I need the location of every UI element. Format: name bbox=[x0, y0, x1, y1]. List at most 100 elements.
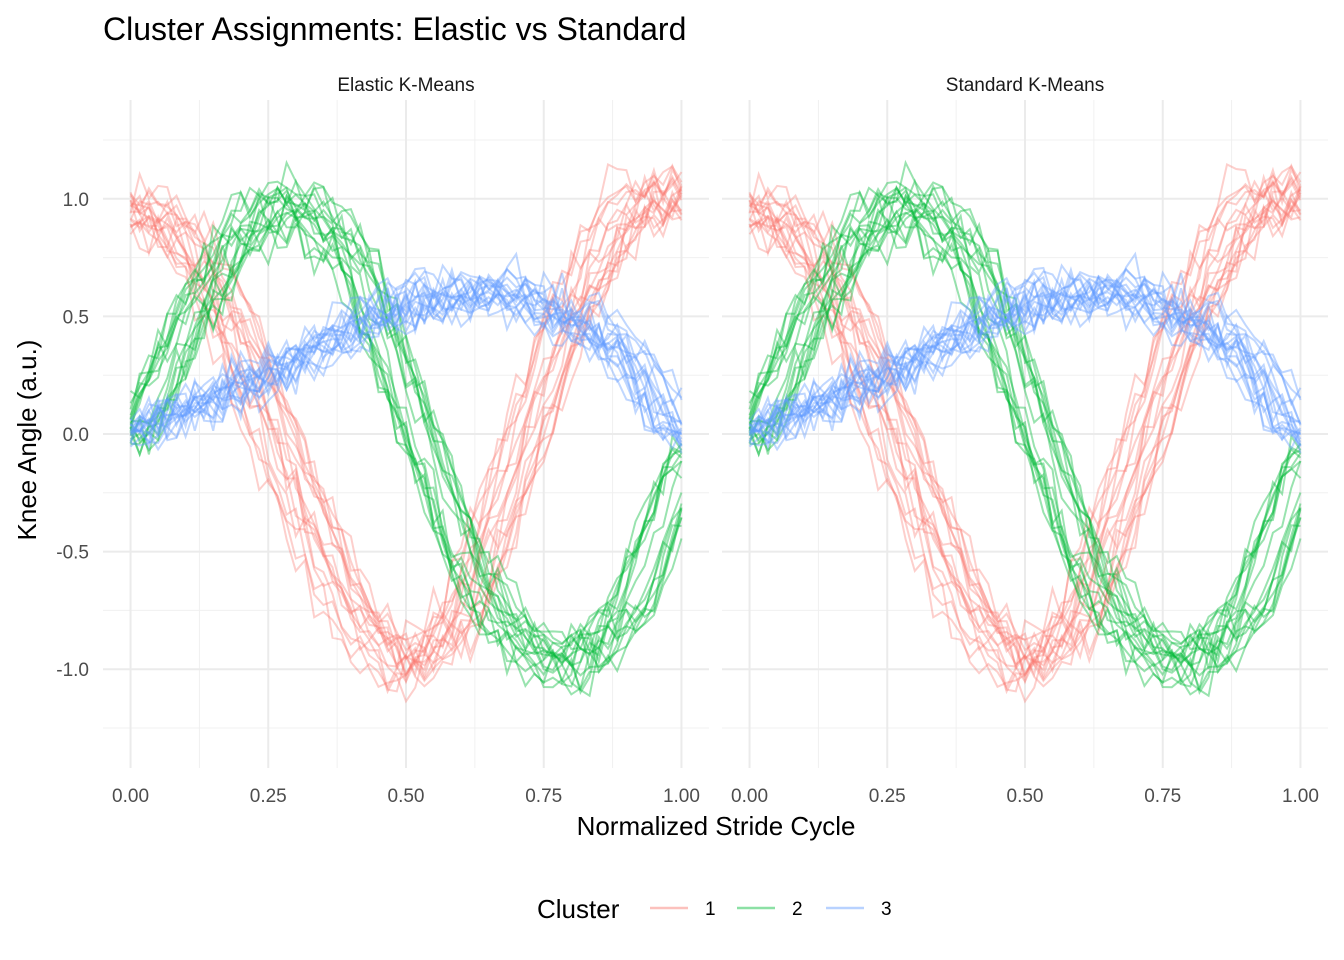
series-line-cluster-2 bbox=[748, 185, 1301, 698]
series-line-cluster-1 bbox=[129, 186, 683, 668]
series-line-cluster-1 bbox=[748, 197, 1302, 652]
series-line-cluster-3 bbox=[748, 251, 1302, 445]
series-line-cluster-3 bbox=[749, 266, 1302, 454]
series-line-cluster-1 bbox=[748, 189, 1301, 684]
series-line-cluster-3 bbox=[130, 267, 682, 442]
series-line-cluster-2 bbox=[748, 209, 1302, 655]
series-line-cluster-2 bbox=[129, 185, 682, 698]
series-line-cluster-3 bbox=[749, 291, 1302, 447]
series-line-cluster-1 bbox=[748, 180, 1302, 683]
series-line-cluster-1 bbox=[748, 176, 1302, 689]
series-line-cluster-2 bbox=[749, 208, 1302, 657]
series-line-cluster-2 bbox=[130, 178, 683, 677]
series-line-cluster-1 bbox=[130, 163, 683, 693]
series-line-cluster-3 bbox=[749, 274, 1302, 440]
series-line-cluster-2 bbox=[749, 178, 1302, 677]
legend-label: 2 bbox=[792, 899, 803, 920]
series-line-cluster-1 bbox=[129, 166, 683, 704]
series-line-cluster-1 bbox=[129, 201, 683, 685]
series-line-cluster-3 bbox=[130, 268, 683, 447]
series-line-cluster-2 bbox=[748, 193, 1302, 675]
series-line-cluster-1 bbox=[129, 163, 683, 690]
facet-strip-label: Elastic K-Means bbox=[337, 75, 474, 96]
series-line-cluster-2 bbox=[129, 209, 683, 655]
legend-label: 3 bbox=[881, 899, 892, 920]
series-line-cluster-1 bbox=[748, 170, 1302, 682]
x-tick-label: 0.75 bbox=[525, 786, 562, 807]
series-line-cluster-1 bbox=[129, 180, 683, 683]
legend: Cluster 1 2 3 bbox=[537, 894, 892, 924]
series-line-cluster-2 bbox=[749, 193, 1302, 667]
series-line-cluster-1 bbox=[749, 185, 1302, 676]
series-line-cluster-3 bbox=[749, 277, 1302, 442]
series-line-cluster-1 bbox=[749, 192, 1302, 674]
series-line-cluster-2 bbox=[130, 208, 683, 657]
series-line-cluster-1 bbox=[748, 172, 1302, 695]
series-line-cluster-1 bbox=[129, 172, 683, 695]
facet-panel: Elastic K-Means 0.00 0.25 0.50 0.75 1.00 -1.0 -… bbox=[56, 75, 709, 807]
series-line-cluster-2 bbox=[129, 159, 683, 696]
series-line-cluster-3 bbox=[129, 251, 683, 445]
series-line-cluster-3 bbox=[748, 278, 1302, 451]
series-line-cluster-3 bbox=[749, 276, 1301, 452]
series-line-cluster-2 bbox=[129, 210, 683, 670]
series-line-cluster-1 bbox=[748, 186, 1302, 668]
series-line-cluster-3 bbox=[748, 293, 1302, 444]
series-line-cluster-2 bbox=[748, 192, 1302, 657]
series-line-cluster-1 bbox=[748, 199, 1301, 670]
series-line-cluster-3 bbox=[130, 291, 683, 447]
series-line-cluster-3 bbox=[748, 276, 1302, 448]
series-line-cluster-3 bbox=[130, 277, 683, 442]
series-line-cluster-1 bbox=[748, 163, 1302, 690]
series-line-cluster-2 bbox=[748, 159, 1302, 696]
series-line-cluster-1 bbox=[749, 163, 1302, 693]
series-line-cluster-1 bbox=[129, 197, 683, 652]
y-tick-label: 0.0 bbox=[63, 425, 89, 446]
series-line-cluster-2 bbox=[748, 210, 1302, 664]
y-tick-label: 1.0 bbox=[63, 190, 89, 211]
y-tick-label: -0.5 bbox=[56, 543, 89, 564]
series-line-cluster-1 bbox=[129, 189, 682, 684]
series-line-cluster-3 bbox=[129, 278, 683, 451]
series-line-cluster-3 bbox=[748, 263, 1302, 451]
x-tick-label: 0.00 bbox=[731, 786, 768, 807]
series-line-cluster-3 bbox=[129, 293, 683, 444]
x-axis-title: Normalized Stride Cycle bbox=[577, 811, 856, 841]
series-line-cluster-2 bbox=[129, 193, 683, 675]
series-line-cluster-2 bbox=[129, 183, 683, 696]
x-tick-label: 0.50 bbox=[1007, 786, 1044, 807]
series-line-cluster-1 bbox=[748, 171, 1302, 688]
y-tick-label: 0.5 bbox=[63, 307, 89, 328]
series-line-cluster-1 bbox=[129, 176, 683, 689]
series-line-cluster-1 bbox=[130, 185, 683, 676]
x-tick-label: 1.00 bbox=[1282, 786, 1319, 807]
facet-panel: Standard K-Means 0.00 0.25 0.50 0.75 1.00 bbox=[722, 75, 1328, 807]
series-line-cluster-2 bbox=[748, 202, 1302, 667]
series-line-cluster-3 bbox=[749, 267, 1301, 442]
series-line-cluster-2 bbox=[748, 189, 1302, 685]
series-line-cluster-3 bbox=[748, 271, 1302, 440]
y-axis-title: Knee Angle (a.u.) bbox=[12, 340, 42, 541]
series-line-cluster-3 bbox=[129, 285, 683, 448]
series-line-cluster-3 bbox=[748, 270, 1302, 439]
x-tick-label: 0.25 bbox=[869, 786, 906, 807]
series-line-cluster-3 bbox=[129, 276, 683, 448]
series-line-cluster-2 bbox=[748, 186, 1302, 685]
series-line-cluster-1 bbox=[129, 171, 683, 688]
series-line-cluster-1 bbox=[130, 181, 683, 680]
x-tick-label: 0.25 bbox=[250, 786, 287, 807]
series-line-cluster-3 bbox=[130, 266, 683, 454]
series-line-cluster-1 bbox=[129, 170, 683, 682]
facet-strip-label: Standard K-Means bbox=[946, 75, 1104, 96]
series-line-cluster-1 bbox=[129, 195, 683, 669]
series-line-cluster-1 bbox=[129, 199, 682, 670]
series-line-cluster-2 bbox=[129, 208, 683, 661]
series-line-cluster-2 bbox=[129, 186, 683, 685]
series-line-cluster-3 bbox=[129, 263, 683, 451]
series-line-cluster-3 bbox=[129, 270, 683, 439]
series-line-cluster-2 bbox=[748, 181, 1302, 692]
series-line-cluster-3 bbox=[749, 268, 1302, 447]
series-line-cluster-2 bbox=[129, 202, 683, 667]
series-line-cluster-3 bbox=[129, 291, 682, 435]
